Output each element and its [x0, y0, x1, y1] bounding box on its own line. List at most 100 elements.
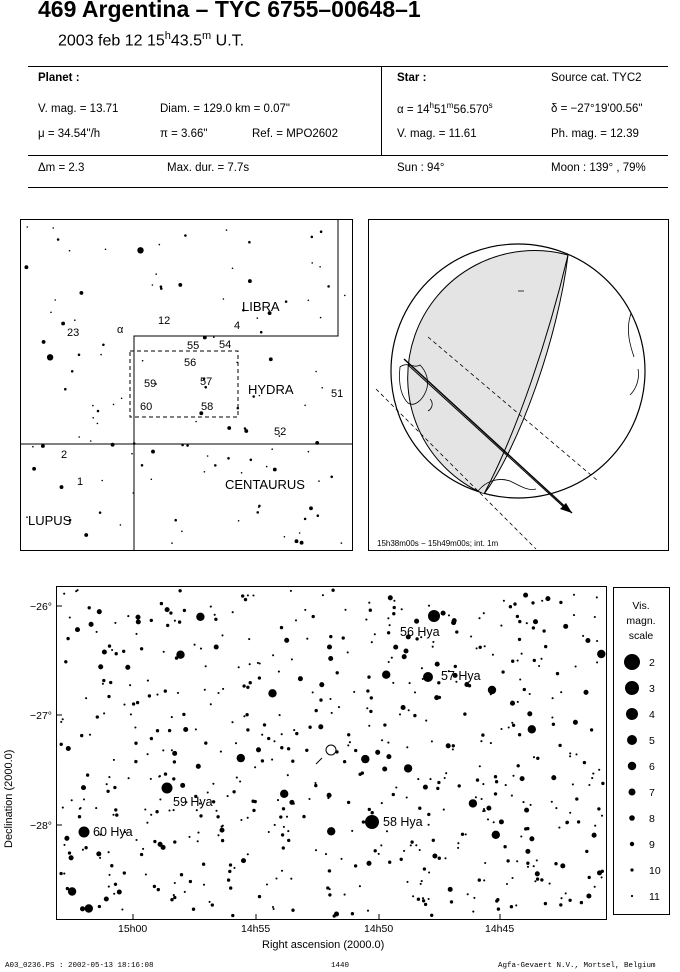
background-star — [70, 370, 74, 373]
background-star — [244, 429, 249, 433]
sky-map-frame — [56, 586, 607, 920]
background-star — [194, 794, 198, 799]
background-star — [267, 736, 271, 741]
background-star — [246, 816, 249, 819]
background-star — [489, 742, 492, 745]
background-star — [290, 877, 293, 880]
background-star — [560, 897, 563, 900]
background-star — [211, 800, 216, 804]
planet-reference: Ref. = MPO2602 — [252, 128, 338, 140]
background-star — [61, 718, 64, 721]
ra-m-unit: m — [446, 101, 454, 110]
legend-dot — [626, 708, 638, 720]
background-star — [179, 873, 184, 877]
background-star — [59, 742, 63, 746]
background-star — [531, 626, 536, 630]
background-star — [147, 694, 152, 698]
background-star — [440, 610, 446, 616]
background-star — [571, 783, 574, 786]
background-star — [216, 815, 220, 819]
background-star — [463, 712, 467, 716]
background-star — [307, 299, 310, 302]
background-star — [271, 758, 274, 761]
background-star — [59, 871, 63, 876]
background-star — [217, 691, 220, 695]
background-star — [166, 623, 170, 628]
background-star — [582, 634, 585, 637]
background-star — [54, 299, 56, 301]
background-star — [242, 684, 246, 688]
background-star — [150, 813, 153, 816]
background-star — [239, 780, 242, 783]
background-star — [534, 871, 540, 877]
background-star — [84, 533, 89, 537]
background-star — [304, 608, 307, 611]
background-star — [412, 895, 415, 898]
background-star — [181, 530, 183, 533]
background-star — [517, 637, 522, 642]
background-star — [168, 809, 171, 812]
background-star — [85, 773, 90, 777]
ytick-label-28: −28° — [30, 820, 52, 832]
legend-dot — [629, 841, 635, 847]
info-divider — [381, 66, 382, 155]
background-star — [201, 862, 206, 866]
background-star — [208, 900, 211, 903]
legend-dot — [624, 654, 640, 670]
background-star — [202, 335, 207, 340]
background-star — [568, 898, 572, 902]
background-star — [64, 387, 67, 391]
background-star — [308, 725, 312, 729]
background-star — [564, 892, 567, 895]
background-star — [272, 907, 275, 911]
planet-heading: Planet : — [38, 72, 80, 84]
background-star — [522, 801, 525, 804]
background-star — [199, 814, 203, 818]
background-star — [314, 849, 318, 852]
background-star — [212, 782, 215, 785]
background-star — [467, 684, 472, 688]
background-star — [237, 520, 240, 522]
background-star — [96, 422, 99, 425]
background-star — [271, 905, 275, 909]
background-star — [387, 595, 393, 601]
background-star — [380, 802, 383, 805]
background-star — [516, 700, 519, 703]
background-star — [366, 707, 369, 710]
moon-elongation: Moon : 139° , 79% — [551, 162, 646, 174]
y-axis-label: Declination (2000.0) — [3, 750, 15, 848]
background-star — [344, 294, 346, 297]
background-star — [502, 599, 505, 602]
background-star — [427, 823, 430, 826]
background-star — [591, 832, 597, 838]
background-star — [596, 639, 599, 643]
background-star — [445, 743, 451, 749]
background-star — [592, 772, 595, 775]
detail-region-box — [129, 350, 239, 418]
globe-caption: 15h38m00s − 15h49m00s; int. 1m — [377, 539, 499, 548]
background-star — [110, 864, 114, 868]
coastlines — [399, 278, 639, 492]
background-star — [279, 815, 283, 819]
background-star — [92, 404, 94, 407]
background-star — [409, 844, 412, 847]
target-star-marker — [325, 744, 337, 756]
background-star — [370, 811, 374, 815]
background-star — [314, 783, 318, 788]
background-star — [327, 827, 336, 836]
background-star — [346, 800, 351, 805]
background-star — [114, 621, 117, 624]
background-star — [257, 894, 262, 899]
background-star — [97, 904, 102, 909]
star-label-55: 55 — [187, 340, 199, 352]
background-star — [231, 721, 234, 724]
background-star — [220, 825, 223, 828]
background-star — [330, 711, 333, 714]
background-star — [249, 458, 253, 462]
background-star — [173, 840, 177, 844]
background-star — [517, 733, 522, 737]
background-star — [160, 287, 163, 290]
legend-mag-10: 10 — [649, 865, 661, 877]
background-star — [381, 739, 384, 742]
background-star — [442, 808, 445, 811]
